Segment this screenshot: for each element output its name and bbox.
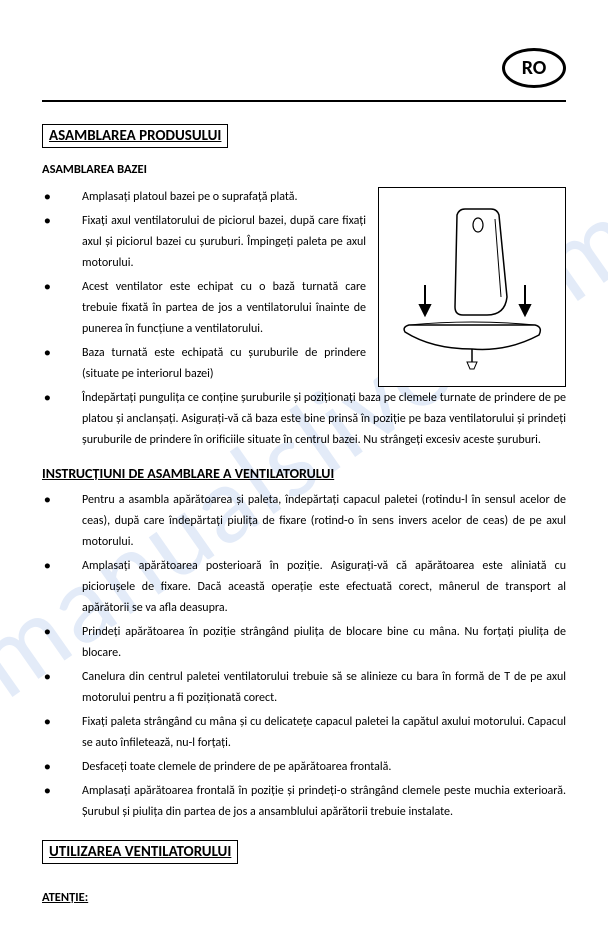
fan-assembly-list: Pentru a asambla apărătoarea și paleta, … (42, 490, 566, 823)
content-with-figure: Amplasați platoul bazei pe o suprafață p… (42, 187, 566, 451)
list-item: Prindeți apărătoarea în poziție strângân… (42, 622, 566, 664)
country-code-badge: RO (502, 48, 566, 88)
country-code-text: RO (522, 56, 547, 80)
section-title-usage: UTILIZAREA VENTILATORULUI (42, 840, 238, 864)
fan-base-illustration (387, 197, 557, 377)
header-divider (42, 100, 566, 102)
list-item: Fixați paleta strângând cu mâna și cu de… (42, 712, 566, 754)
list-item: Canelura din centrul paletei ventilatoru… (42, 667, 566, 709)
section-title-assembly: ASAMBLAREA PRODUSULUI (42, 124, 228, 148)
list-item: Îndepărtați pungulița ce conține șurubur… (42, 388, 566, 451)
list-item: Amplasați apărătoarea posterioară în poz… (42, 556, 566, 619)
list-item: Desfaceți toate clemele de prindere de p… (42, 757, 566, 778)
subheading-fan-assembly: INSTRUCȚIUNI DE ASAMBLARE A VENTILATORUL… (42, 465, 566, 482)
subheading-base-assembly: ASAMBLAREA BAZEI (42, 162, 566, 177)
list-item: Amplasați apărătoarea frontală în poziți… (42, 781, 566, 823)
assembly-diagram (378, 187, 566, 387)
page-content: RO ASAMBLAREA PRODUSULUI ASAMBLAREA BAZE… (0, 0, 608, 925)
subheading-attention: ATENȚIE: (42, 890, 566, 905)
list-item: Pentru a asambla apărătoarea și paleta, … (42, 490, 566, 553)
